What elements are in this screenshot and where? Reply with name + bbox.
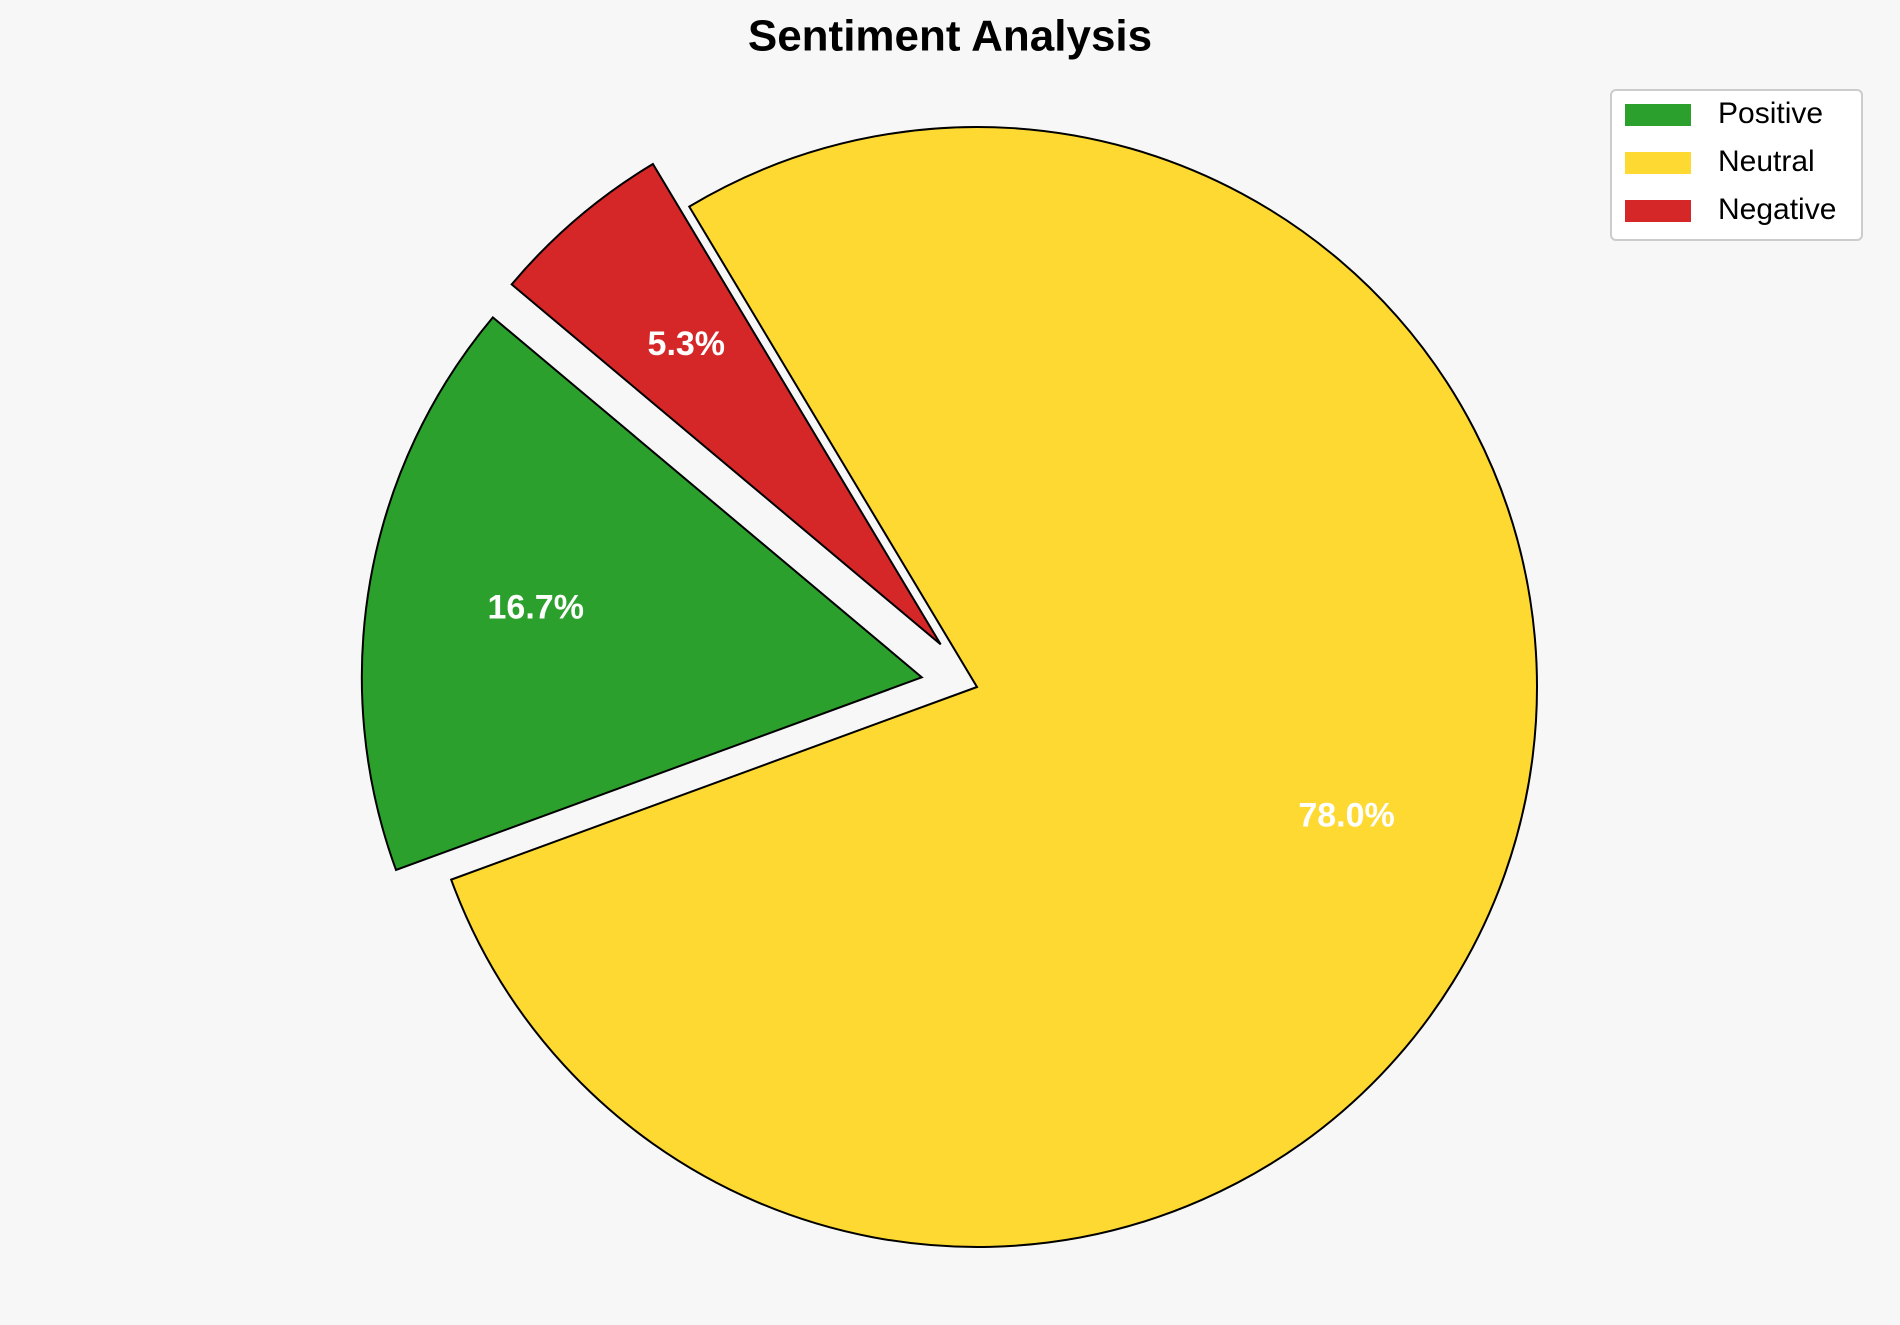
legend-swatch — [1625, 104, 1691, 126]
legend-swatch — [1625, 200, 1691, 222]
slice-label: 16.7% — [488, 589, 584, 627]
legend-label: Positive — [1718, 97, 1823, 130]
slice-label: 78.0% — [1298, 797, 1394, 835]
pie-slice — [510, 162, 942, 646]
legend: Positive Neutral Negative — [1610, 89, 1863, 241]
legend-swatch — [1625, 152, 1691, 174]
chart-title: Sentiment Analysis — [748, 12, 1152, 61]
legend-label: Neutral — [1718, 145, 1815, 178]
slice-label: 5.3% — [648, 325, 726, 363]
legend-label: Negative — [1718, 193, 1836, 226]
pie-slice — [360, 315, 924, 872]
pie-slice — [449, 126, 1538, 1248]
pie: 16.7% 78.0% 5.3% — [360, 126, 1538, 1248]
